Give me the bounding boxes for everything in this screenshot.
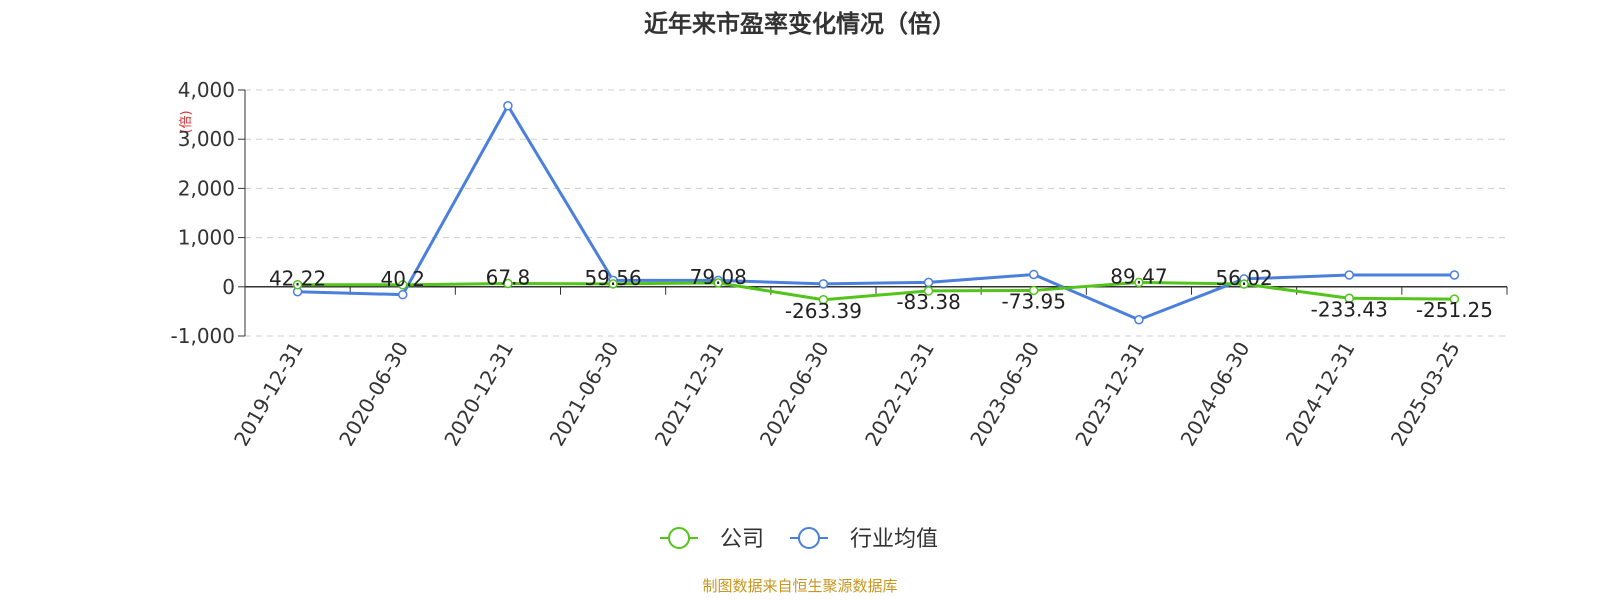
chart-title: 近年来市盈率变化情况（倍）	[644, 10, 956, 38]
data-label-company: -251.25	[1416, 298, 1493, 322]
data-label-company: 40.2	[380, 267, 425, 291]
data-point-industry-average[interactable]	[1134, 315, 1144, 325]
y-tick-label: 4,000	[178, 78, 235, 102]
data-point-industry-average[interactable]	[398, 289, 408, 300]
x-tick-label: 2025-03-25	[1386, 338, 1465, 451]
legend-item-company[interactable]: 公司	[660, 527, 764, 552]
y-tick-label: 0	[222, 275, 235, 299]
data-point-industry-average[interactable]	[1449, 270, 1460, 280]
data-source-note: 制图数据来自恒生聚源数据库	[702, 577, 897, 595]
y-tick-labels: 4,000 3,000 2,000 1,000 0 -1,000	[171, 78, 235, 348]
data-label-company: -263.39	[785, 299, 862, 323]
data-point-company[interactable]	[713, 278, 723, 288]
data-label-company: 59.56	[584, 266, 641, 290]
data-label-company: -83.38	[896, 290, 960, 314]
data-label-company: 89.47	[1110, 264, 1167, 288]
y-tick-label: 3,000	[178, 127, 235, 151]
data-point-company[interactable]	[1029, 285, 1039, 296]
x-tick-label: 2024-12-31	[1281, 338, 1360, 451]
series-lines	[297, 104, 1455, 322]
x-tick-label: 2020-06-30	[334, 338, 413, 451]
axes	[238, 89, 1508, 337]
data-label-company: 67.8	[486, 265, 531, 289]
legend-marker-company	[668, 527, 690, 549]
data-point-company[interactable]	[1134, 277, 1144, 288]
series-points	[292, 100, 1460, 325]
data-point-company[interactable]	[923, 286, 934, 296]
series-line-industry-average	[297, 104, 1455, 322]
data-point-industry-average[interactable]	[923, 277, 934, 288]
x-tick-label: 2021-12-31	[650, 338, 729, 451]
legend-marker-industry-average	[798, 527, 820, 549]
data-point-company[interactable]	[292, 279, 303, 290]
data-point-industry-average[interactable]	[1029, 269, 1039, 280]
x-tick-labels: 2019-12-31 2020-06-30 2020-12-31 2021-06-30…	[229, 337, 1465, 450]
data-point-industry-average[interactable]	[503, 100, 513, 111]
data-point-company[interactable]	[503, 278, 513, 289]
y-axis-unit: (倍)	[179, 110, 194, 133]
legend-item-industry-average[interactable]: 行业均值	[790, 527, 938, 552]
data-label-company: 42.22	[269, 267, 326, 291]
data-point-industry-average[interactable]	[818, 279, 829, 289]
data-point-company[interactable]	[818, 295, 829, 305]
x-tick-label: 2022-12-31	[860, 337, 939, 450]
y-tick-label: 2,000	[178, 176, 235, 200]
data-point-company[interactable]	[1449, 294, 1460, 304]
legend[interactable]: 公司 行业均值	[660, 527, 938, 552]
x-tick-label: 2019-12-31	[229, 338, 308, 451]
data-label-company: -233.43	[1311, 297, 1388, 321]
x-tick-label: 2022-06-30	[755, 338, 834, 451]
y-tick-label: 1,000	[178, 226, 235, 250]
x-tick-label: 2020-12-31	[439, 338, 518, 451]
data-point-company[interactable]	[398, 280, 408, 290]
data-label-company: 56.02	[1215, 266, 1272, 290]
legend-label-company: 公司	[720, 527, 764, 552]
x-tick-label: 2023-06-30	[965, 338, 1044, 451]
grid	[245, 89, 1507, 337]
y-tick-label: -1,000	[171, 324, 235, 348]
x-tick-label: 2023-12-31	[1070, 338, 1149, 451]
legend-label-industry-average: 行业均值	[850, 527, 938, 552]
data-point-industry-average[interactable]	[1344, 270, 1354, 280]
data-label-company: 79.08	[690, 265, 747, 289]
data-labels: 42.22 40.2 67.8 59.56 79.08 -263.39 -83.38 -73.…	[269, 264, 1493, 322]
data-label-company: -73.95	[1002, 289, 1066, 313]
data-point-company[interactable]	[1344, 293, 1354, 304]
data-point-company[interactable]	[608, 279, 618, 289]
data-point-company[interactable]	[1239, 279, 1249, 289]
series-line-company	[297, 280, 1455, 302]
x-tick-label: 2021-06-30	[545, 338, 624, 451]
x-tick-label: 2024-06-30	[1176, 338, 1255, 451]
